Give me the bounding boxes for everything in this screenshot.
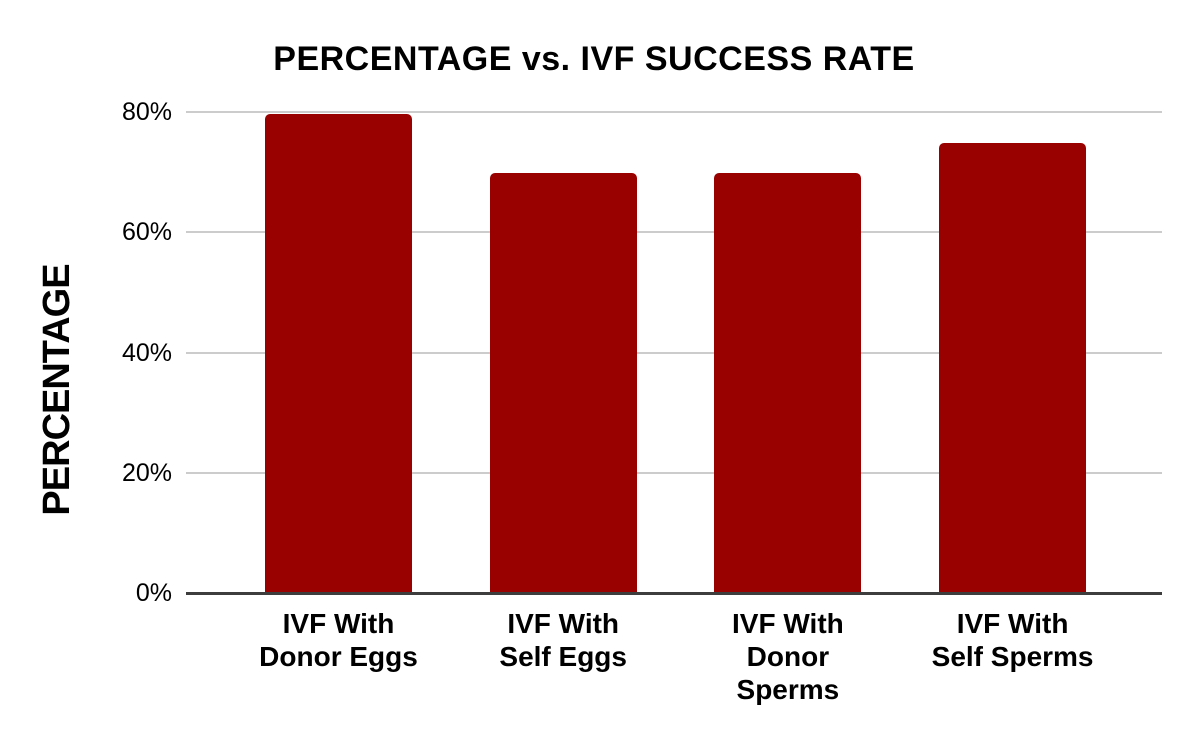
y-tick-label: 60% [121, 218, 172, 247]
y-tick-label: 40% [121, 338, 172, 367]
gridline [186, 231, 1162, 234]
x-category-label: IVF With Donor Eggs [259, 608, 418, 672]
bar-3 [714, 173, 862, 593]
plot-area [186, 112, 1162, 593]
y-tick-label: 80% [121, 98, 172, 126]
x-category-label: IVF With Self Eggs [499, 608, 627, 672]
x-axis-line [186, 592, 1162, 595]
x-category-label: IVF With Donor Sperms [732, 608, 844, 705]
bar-2 [489, 173, 637, 593]
bar-1 [265, 113, 412, 593]
gridline [186, 111, 1162, 113]
y-tick-label: 0% [135, 579, 172, 607]
chart-title: PERCENTAGE vs. IVF SUCCESS RATE [273, 40, 915, 78]
y-axis-title: PERCENTAGE [36, 264, 78, 516]
bar-4 [939, 143, 1087, 593]
gridline [186, 351, 1162, 354]
y-tick-label: 20% [121, 458, 172, 487]
x-category-label: IVF With Self Sperms [931, 608, 1094, 672]
gridline [186, 471, 1162, 474]
